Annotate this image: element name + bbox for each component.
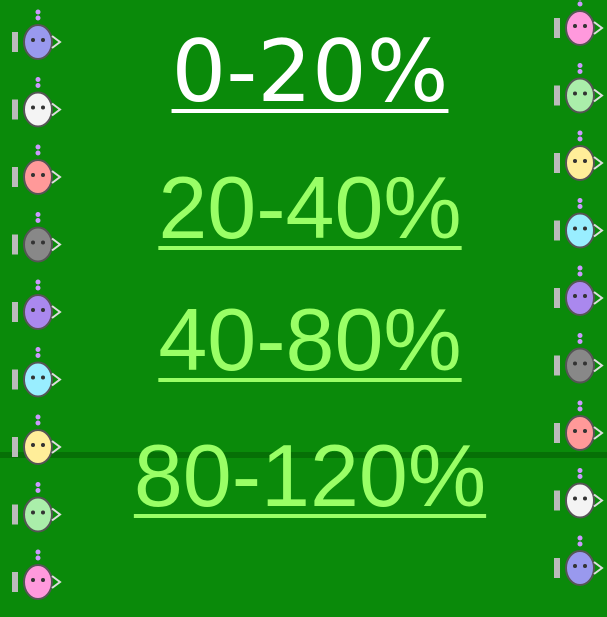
sprite-antenna — [52, 576, 60, 588]
sprite-dot — [578, 401, 583, 406]
sprite-dot — [578, 542, 583, 547]
sprite-eye — [573, 564, 577, 568]
sprite-dot — [36, 151, 41, 156]
sprite-dot — [578, 266, 583, 271]
sprite-dot — [36, 16, 41, 21]
sprite-dot — [36, 550, 41, 555]
sprite-dot — [578, 2, 583, 7]
sprite-dot — [36, 556, 41, 561]
sprite-dot — [36, 421, 41, 426]
sprite-wing — [554, 558, 560, 578]
sprite-dot — [578, 131, 583, 136]
menu-screen: 0-20% 20-40% 40-80% 80-120% — [0, 0, 607, 617]
sprite-dot — [578, 0, 583, 1]
sprite-eye — [31, 578, 35, 582]
sprite-dot — [36, 280, 41, 285]
range-link[interactable]: 0-20% — [0, 22, 607, 122]
sprite-dot — [36, 10, 41, 15]
range-link[interactable]: 80-120% — [0, 426, 607, 526]
page: {"links": ["0-20%", "20-40%", "40-80%", … — [0, 0, 607, 617]
sprite-antenna — [594, 562, 602, 574]
sprite-dot — [36, 415, 41, 420]
sprite-eye — [41, 578, 45, 582]
sprite-body — [566, 551, 594, 585]
sprite-body — [24, 565, 52, 599]
sprite-dot — [578, 407, 583, 412]
sprite-eye — [583, 564, 587, 568]
sprite-wing — [12, 572, 18, 592]
range-link[interactable]: 40-80% — [0, 290, 607, 390]
sprite-dot — [578, 272, 583, 277]
range-link[interactable]: 20-40% — [0, 158, 607, 258]
sprite-dot — [578, 137, 583, 142]
sprite-dot — [36, 145, 41, 150]
sprite-dot — [578, 536, 583, 541]
